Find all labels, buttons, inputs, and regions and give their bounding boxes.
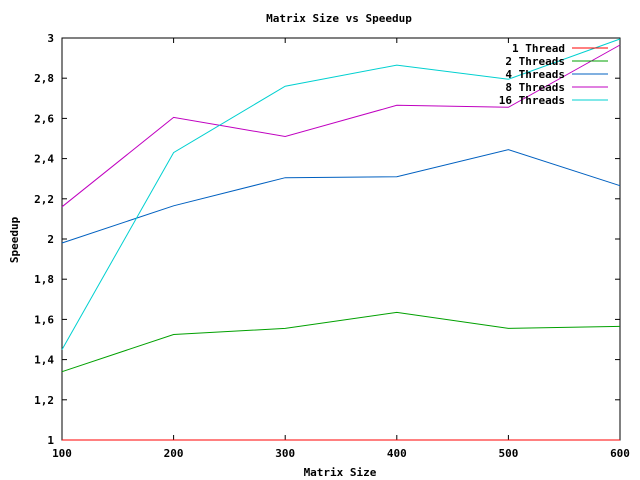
- series-line-3: [61, 149, 621, 244]
- y-tick-label: 1,8: [34, 273, 54, 286]
- series-lines: [61, 38, 621, 441]
- x-tick-label: 500: [498, 447, 518, 460]
- legend-label: 2 Threads: [505, 55, 565, 68]
- x-tick-label: 400: [387, 447, 407, 460]
- x-tick-label: 300: [275, 447, 295, 460]
- x-tick-label: 600: [610, 447, 630, 460]
- y-tick-label: 1,6: [34, 313, 54, 326]
- legend-label: 8 Threads: [505, 81, 565, 94]
- y-tick-label: 2,8: [34, 72, 54, 85]
- series-line-2: [61, 311, 621, 373]
- y-tick-label: 3: [47, 32, 54, 45]
- chart-title: Matrix Size vs Speedup: [266, 12, 412, 25]
- series-line-5: [61, 38, 621, 350]
- y-axis-title: Speedup: [8, 216, 21, 263]
- y-tick-label: 1: [47, 434, 54, 447]
- legend-label: 4 Threads: [505, 68, 565, 81]
- y-tick-label: 1,4: [34, 354, 54, 367]
- y-tick-label: 2: [47, 233, 54, 246]
- y-tick-label: 2,2: [34, 193, 54, 206]
- y-tick-label: 2,4: [34, 153, 54, 166]
- series-line-4: [61, 44, 621, 208]
- y-tick-label: 1,2: [34, 394, 54, 407]
- x-tick-label: 200: [164, 447, 184, 460]
- legend-label: 16 Threads: [499, 94, 565, 107]
- x-tick-label: 100: [52, 447, 72, 460]
- legend-label: 1 Thread: [512, 42, 565, 55]
- x-axis-title: Matrix Size: [304, 466, 377, 479]
- tick-labels: 100 200 300 400 500 600 1 1,2 1,4 1,6 1,8 2 2,2 2,4 2,…: [34, 32, 630, 460]
- y-tick-label: 2,6: [34, 112, 54, 125]
